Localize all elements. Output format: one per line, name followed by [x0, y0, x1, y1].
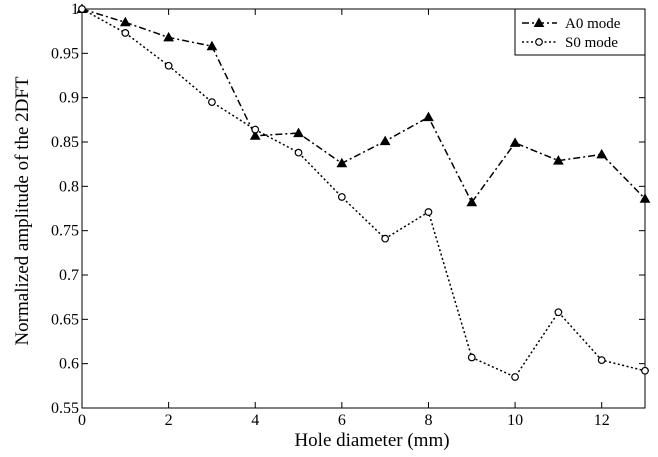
plot-frame: [81, 8, 646, 409]
y-tick-label: 0.85: [51, 134, 79, 151]
y-tick-label: 0.95: [51, 45, 79, 62]
legend-marker: [533, 17, 545, 27]
data-point-s0: [424, 208, 433, 216]
data-point-a0: [163, 31, 174, 42]
data-point-s0: [337, 193, 346, 201]
y-tick-label: 0.9: [59, 90, 79, 107]
data-point-a0: [293, 127, 304, 138]
data-point-a0: [206, 40, 218, 51]
x-tick-label: 2: [165, 412, 173, 429]
data-point-a0: [596, 148, 608, 159]
series-line-s0: [81, 8, 646, 378]
data-point-s0: [251, 125, 260, 134]
data-point-a0: [553, 155, 564, 165]
x-tick-label: 4: [251, 412, 259, 429]
y-axis-title: Normalized amplitude of the 2DFT: [12, 76, 33, 345]
data-point-s0: [208, 98, 216, 106]
data-point-a0: [249, 130, 261, 140]
plot-layer: 0 2 4 6 8 10 12 0.55 0.6 0.65 0.7 0.75 0.8 0.85 0.9 0.9…: [51, 1, 651, 429]
data-point-a0: [466, 196, 478, 207]
y-tick-label: 0.6: [59, 356, 79, 373]
y-tick-label: 0.7: [59, 267, 79, 284]
x-tick-label: 6: [338, 412, 346, 429]
data-point-s0: [511, 373, 519, 381]
data-point-s0: [381, 234, 390, 243]
x-tick-label: 12: [594, 412, 610, 429]
data-point-s0: [78, 5, 86, 13]
legend-label: A0 mode: [565, 16, 621, 32]
data-point-s0: [121, 29, 130, 37]
series-line-a0: [81, 8, 646, 204]
y-tick-label: 0.55: [51, 400, 79, 417]
x-tick-label: 0: [78, 412, 86, 429]
data-point-s0: [597, 356, 606, 365]
data-point-a0: [379, 135, 391, 146]
data-point-s0: [467, 353, 476, 362]
y-tick-label: 0.65: [51, 311, 79, 328]
data-point-a0: [119, 16, 131, 27]
legend-box: [514, 8, 646, 56]
y-tick-label: 0.75: [51, 223, 79, 240]
data-point-s0: [554, 308, 563, 317]
data-point-s0: [294, 148, 303, 157]
x-axis-title: Hole diameter (mm): [294, 430, 449, 451]
y-tick-label: 0.8: [59, 178, 79, 195]
legend-marker: [535, 38, 543, 46]
data-point-a0: [509, 137, 521, 147]
data-point-s0: [641, 366, 649, 375]
y-tick-label: 1: [71, 1, 79, 18]
legend-label: S0 mode: [565, 35, 618, 51]
data-point-s0: [164, 61, 173, 70]
x-tick-label: 8: [424, 412, 432, 429]
x-tick-label: 10: [507, 412, 523, 429]
data-point-a0: [336, 157, 348, 168]
data-point-a0: [423, 111, 434, 122]
data-point-a0: [639, 193, 651, 203]
